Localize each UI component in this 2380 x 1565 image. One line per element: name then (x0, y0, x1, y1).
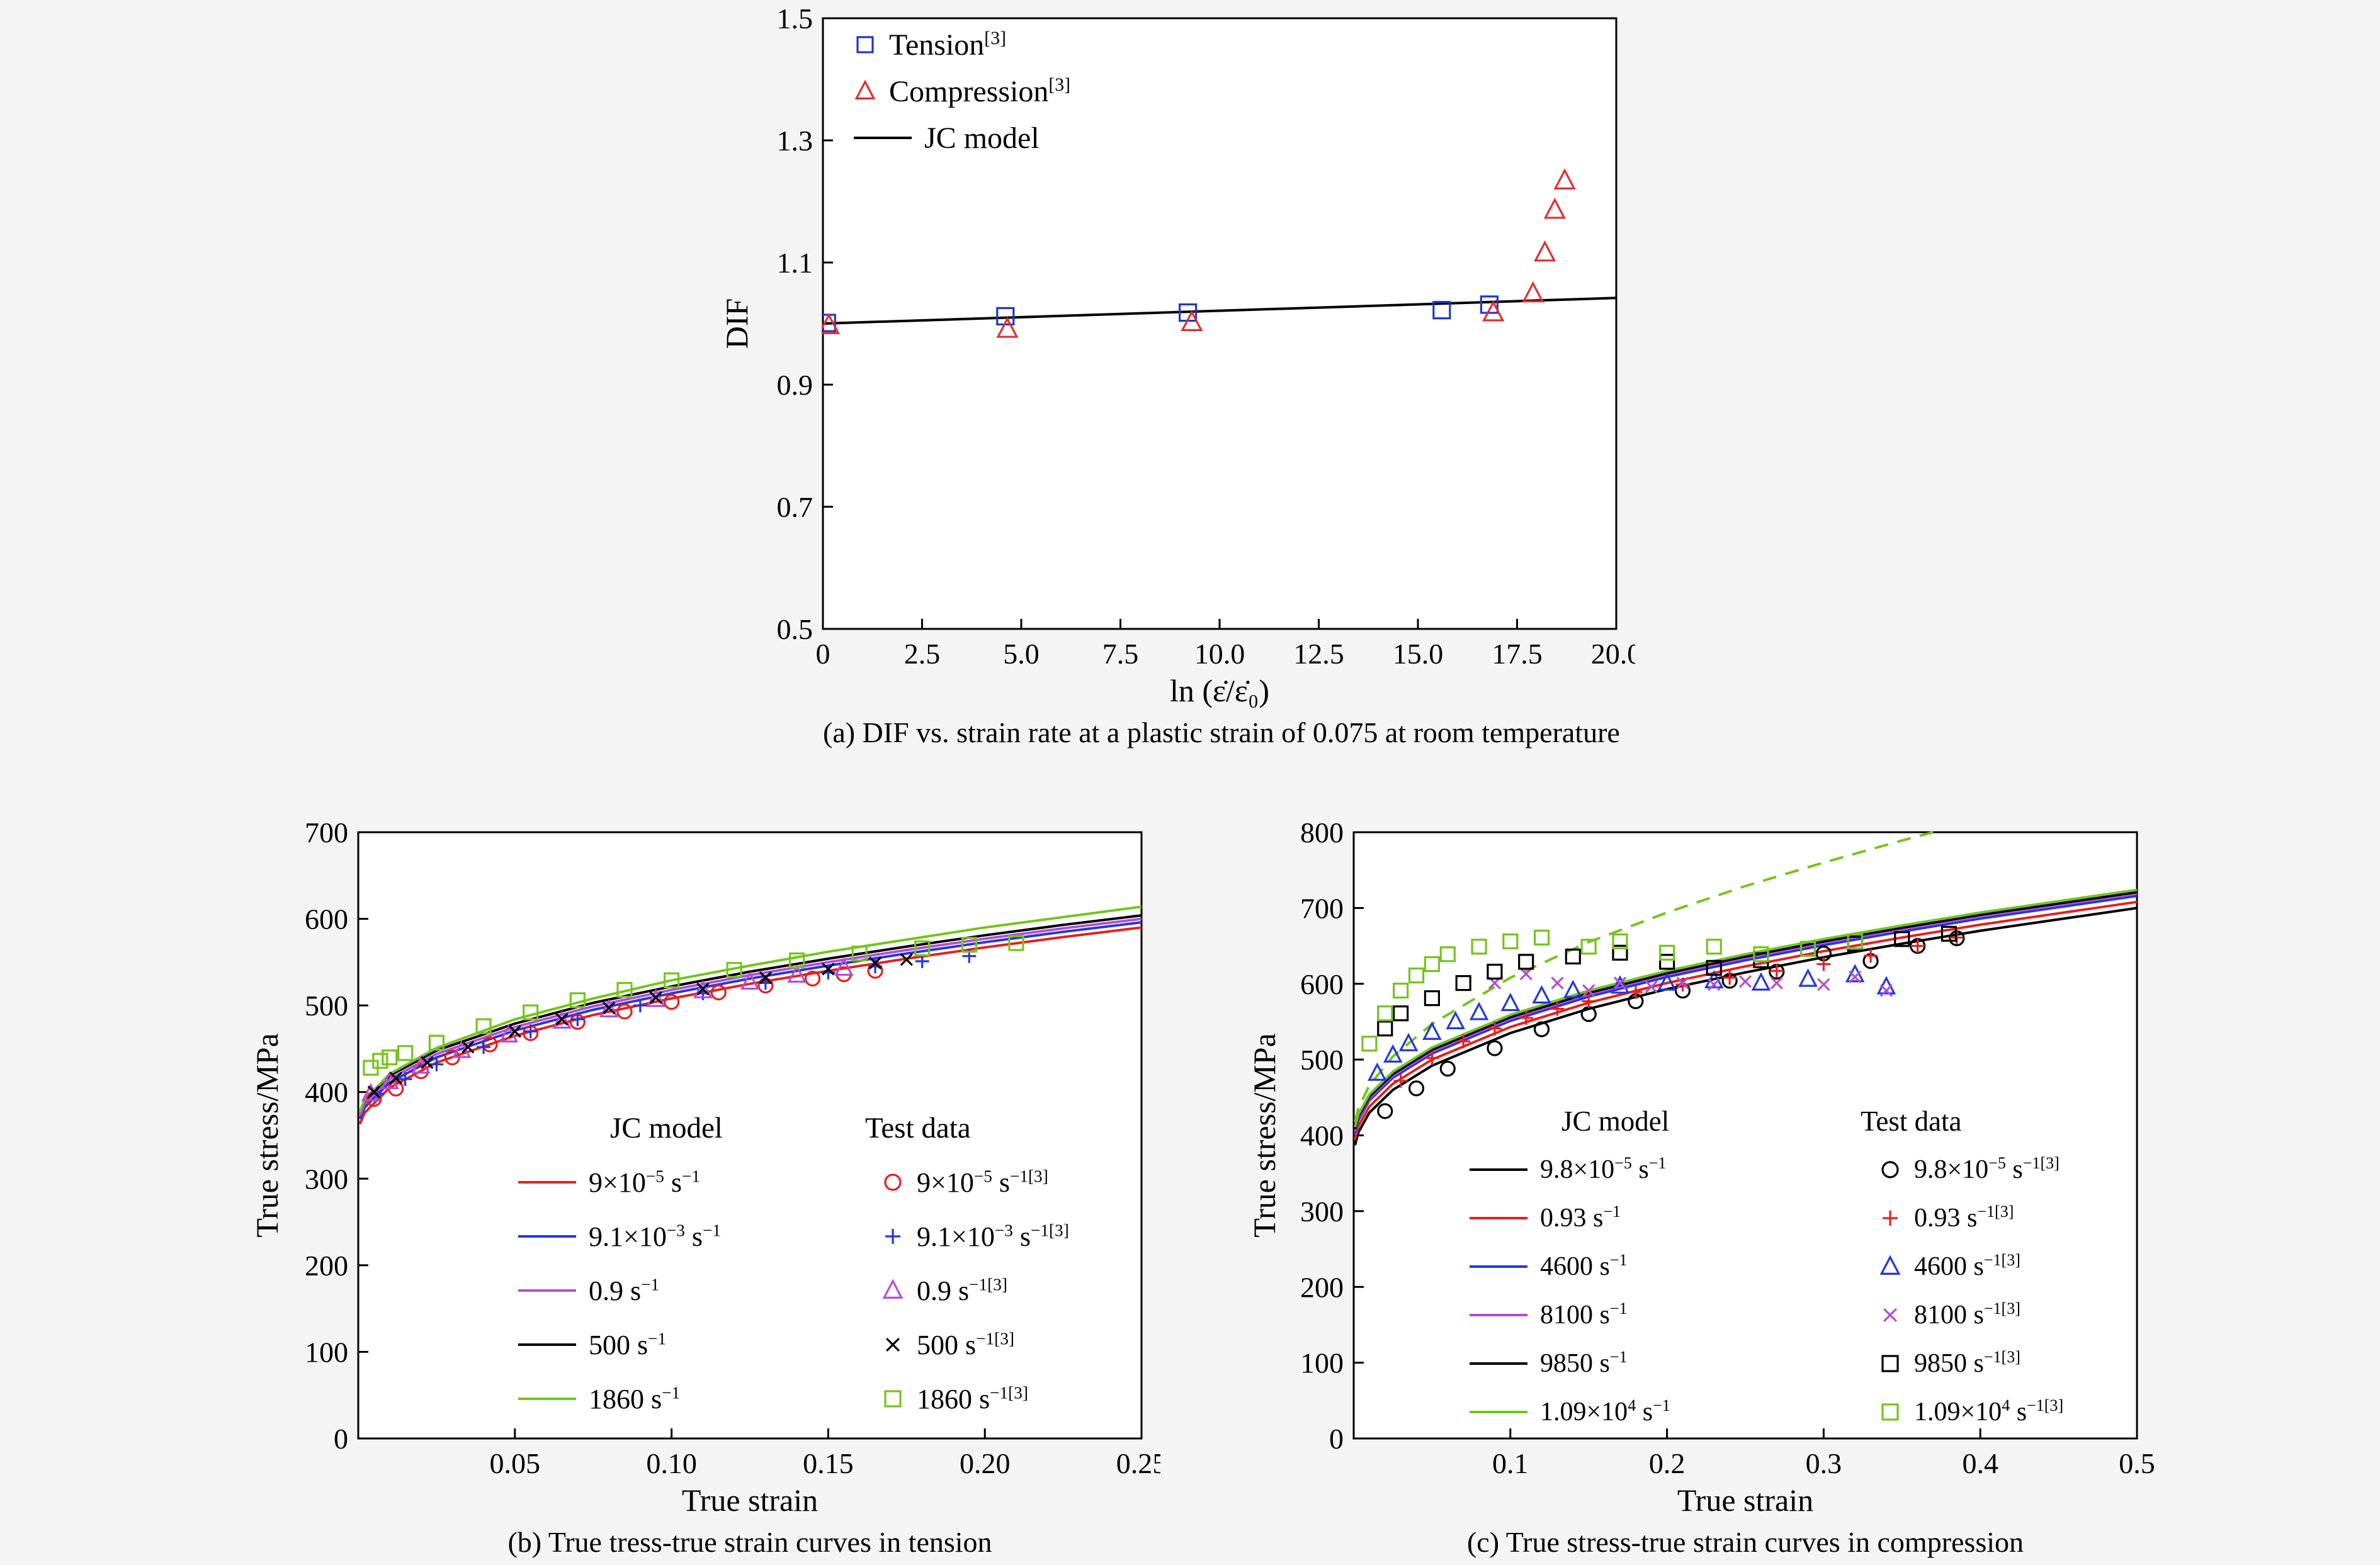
plot-box (822, 17, 1618, 630)
axis-ticks: 0.1 0.2 0.3 0.4 0.5 0 100 200 300 400 500 600 700 800 (1300, 816, 2155, 1479)
plot-box (1352, 831, 2138, 1440)
series-line-jc-9850 (1354, 891, 2138, 1130)
y-tick-label: 100 (1300, 1347, 1344, 1379)
series-line-jc-4600 (1354, 895, 2138, 1134)
x-tick-label: 0.5 (2119, 1447, 2155, 1479)
y-axis-label: DIF (719, 298, 754, 349)
y-tick-label: 500 (1300, 1044, 1344, 1076)
x-tick-label: 0.4 (1962, 1447, 1998, 1479)
chart-a-plot: 0 2.5 5.0 7.5 10.0 12.5 15.0 17.5 20.0 0.5 0.7 0.9 1… (719, 3, 1636, 708)
x-tick-label: 0.20 (960, 1447, 1011, 1479)
x-tick-label: 15.0 (1393, 638, 1444, 670)
x-tick-label: 5.0 (1003, 638, 1040, 670)
x-axis-label: True strain (682, 1483, 818, 1518)
chart-c-plot: 0.1 0.2 0.3 0.4 0.5 0 100 200 300 400 500 600 700 800… (1247, 816, 2155, 1518)
caption-chart-c: (c) True stress-true strain curves in co… (1466, 1526, 2024, 1558)
chart-b-plot: 0.05 0.10 0.15 0.20 0.25 0 100 200 300 400 500 600 7… (249, 816, 1160, 1518)
caption-chart-b: (b) True tress-true strain curves in ten… (507, 1526, 992, 1558)
y-tick-label: 700 (1300, 892, 1344, 924)
x-tick-label: 20.0 (1591, 638, 1635, 670)
axis-ticks: 0 2.5 5.0 7.5 10.0 12.5 15.0 17.5 20.0 0.5 0.7 0.9 1… (777, 3, 1636, 670)
y-tick-label: 100 (305, 1336, 348, 1368)
series-line-jc-1-09e4 (1354, 888, 2138, 1127)
series-scatter-test-0-93 (1393, 930, 1964, 1088)
series-scatter-test-500 (367, 953, 913, 1099)
series-scatter-test-8100 (1488, 967, 1893, 997)
axis-ticks: 0.05 0.10 0.15 0.20 0.25 0 100 200 300 400 500 600 7… (305, 816, 1160, 1479)
y-tick-label: 1.5 (777, 3, 813, 35)
plot-box (357, 831, 1143, 1440)
x-tick-label: 0.05 (490, 1447, 541, 1479)
y-tick-label: 0.9 (777, 369, 813, 401)
chart-dif-vs-strain-rate: 0 2.5 5.0 7.5 10.0 12.5 15.0 17.5 20.0 0.5 0.7 0.9 1… (703, 3, 1635, 755)
x-tick-label: 0 (816, 638, 830, 670)
x-tick-label: 10.0 (1194, 638, 1245, 670)
series-line-jc-9-1e-3 (358, 921, 1142, 1120)
series-line-jc-1-09e4-dashed (1354, 831, 1934, 1122)
y-tick-label: 1.1 (777, 247, 813, 279)
y-tick-label: 1.3 (777, 125, 813, 157)
y-tick-label: 700 (305, 816, 348, 849)
y-axis-label: True stress/MPa (1247, 1033, 1282, 1238)
y-tick-label: 800 (1300, 816, 1344, 849)
series-scatter-test-1860 (363, 935, 1024, 1076)
y-axis-label: True stress/MPa (249, 1033, 285, 1238)
x-tick-label: 0.25 (1116, 1447, 1160, 1479)
x-tick-label: 0.3 (1806, 1447, 1842, 1479)
y-tick-label: 0.7 (777, 491, 813, 523)
y-tick-label: 400 (1300, 1120, 1344, 1152)
x-tick-label: 7.5 (1102, 638, 1139, 670)
y-tick-label: 600 (305, 903, 348, 935)
y-tick-label: 600 (1300, 968, 1344, 1000)
series-scatter-test-0-9 (361, 957, 854, 1102)
series-line-jc-0-9 (358, 917, 1142, 1116)
y-tick-label: 300 (305, 1163, 348, 1195)
caption-chart-a: (a) DIF vs. strain rate at a plastic str… (823, 716, 1620, 749)
x-tick-label: 12.5 (1293, 638, 1344, 670)
series-scatter-compression (822, 168, 1576, 338)
y-tick-label: 500 (305, 990, 348, 1022)
x-tick-label: 17.5 (1492, 638, 1543, 670)
x-tick-label: 0.15 (803, 1447, 854, 1479)
x-tick-label: 2.5 (904, 638, 941, 670)
x-axis-label: True strain (1677, 1483, 1813, 1518)
chart-tension-stress-strain: 0.05 0.10 0.15 0.20 0.25 0 100 200 300 400 500 600 7… (245, 816, 1160, 1564)
y-tick-label: 200 (305, 1250, 348, 1282)
y-tick-label: 400 (305, 1076, 348, 1109)
x-tick-label: 0.10 (646, 1447, 697, 1479)
series-line-jc-model (822, 297, 1617, 325)
series-line-jc-9-8e-5 (1354, 907, 2138, 1146)
chart-compression-stress-strain: 0.1 0.2 0.3 0.4 0.5 0 100 200 300 400 500 600 700 800… (1240, 816, 2156, 1564)
y-tick-label: 0.5 (777, 613, 813, 645)
y-tick-label: 300 (1300, 1195, 1344, 1228)
x-axis-label: ln (ε̇/ε̇₀) (1170, 673, 1269, 708)
y-tick-label: 200 (1300, 1271, 1344, 1303)
x-tick-label: 0.2 (1649, 1447, 1686, 1479)
y-tick-label: 0 (1329, 1423, 1344, 1455)
x-tick-label: 0.1 (1492, 1447, 1529, 1479)
y-tick-label: 0 (334, 1423, 348, 1455)
series-scatter-test-1-09e4 (1361, 929, 1863, 1052)
